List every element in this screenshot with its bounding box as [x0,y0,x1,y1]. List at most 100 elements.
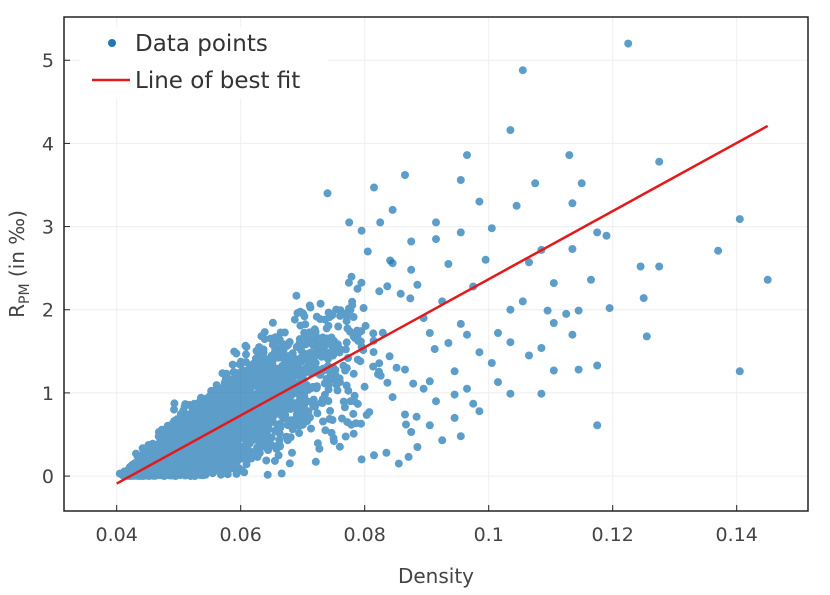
data-point [413,443,422,451]
data-points [115,39,772,480]
data-point [463,151,471,160]
data-point [438,436,447,445]
data-point [506,389,515,398]
data-point [518,66,527,75]
x-tick-label: 0.1 [474,524,504,546]
data-point [456,319,465,328]
data-point [525,351,533,360]
data-point [456,228,465,237]
data-point [525,258,533,267]
data-point [735,367,744,376]
data-point [587,275,595,284]
y-tick-label: 1 [42,383,54,405]
data-point [537,389,546,398]
y-tick-label: 3 [42,217,54,239]
data-point [401,410,409,419]
legend-marker-data-points [108,39,116,47]
data-point [537,344,546,352]
x-tick-label: 0.12 [592,524,634,546]
data-point [639,294,648,303]
data-point [425,377,434,386]
data-point [401,365,409,374]
data-point [432,397,440,406]
data-point [475,197,484,206]
data-point [531,179,540,188]
data-point [450,390,459,399]
data-point [655,262,664,271]
y-tick-label: 2 [42,300,54,322]
data-point-cloud [115,256,439,480]
grid-lines [64,17,808,511]
data-point [636,262,645,271]
data-point [407,237,416,246]
data-point [763,275,772,284]
data-point [593,228,602,237]
x-axis-title: Density [398,564,474,588]
data-point [370,451,378,460]
data-point [602,231,611,240]
data-point [655,157,664,166]
data-point [506,338,515,347]
data-point [494,378,502,387]
data-point [549,366,558,375]
data-point [577,179,586,188]
best-fit-line [116,124,769,485]
data-point [407,265,416,274]
data-point [605,304,614,313]
y-tick-label: 5 [42,50,54,72]
data-point [413,280,422,289]
data-point [407,428,416,436]
data-point [425,421,434,430]
data-point [444,260,453,268]
data-point [376,218,385,227]
legend: Data points Line of best fit [80,27,328,99]
x-tick-label: 0.06 [220,524,262,546]
data-point [568,199,577,208]
legend-label-best-fit: Line of best fit [135,68,300,94]
data-point [388,259,397,268]
data-point [574,306,583,315]
data-point [463,384,471,393]
data-point [565,151,574,160]
y-axis-ticks: 0 1 2 3 4 5 [42,50,70,488]
data-point [444,339,453,347]
data-point [419,384,428,393]
y-axis-title-main: R [5,304,29,318]
data-point [450,367,459,376]
legend-label-data-points: Data points [135,31,268,57]
data-point [624,39,633,48]
data-point [568,245,577,253]
y-axis-title: RPM (in ‰) [5,210,33,318]
x-tick-label: 0.04 [96,524,138,546]
data-point [357,226,366,235]
data-point [401,171,409,179]
data-point [432,235,440,244]
data-point [562,309,571,318]
x-tick-label: 0.08 [344,524,386,546]
data-point [432,218,440,227]
data-point [593,361,602,370]
data-point [593,421,602,430]
data-point [512,201,521,210]
data-point [518,297,527,306]
y-axis-title-subscript: PM [17,283,33,304]
data-point [543,306,552,315]
data-point [323,189,332,198]
data-point [388,393,397,402]
data-point [506,305,515,314]
data-point [394,459,403,468]
data-point [370,183,378,192]
data-point [487,359,496,367]
data-point [345,218,354,227]
data-point [450,413,459,422]
data-point [463,330,471,339]
data-point [475,407,484,416]
data-point [568,330,577,339]
legend-box [80,27,328,99]
data-point [456,176,465,184]
data-point [549,319,558,327]
data-point [456,432,465,441]
best-fit-line-path [116,124,769,485]
data-point [363,247,372,256]
